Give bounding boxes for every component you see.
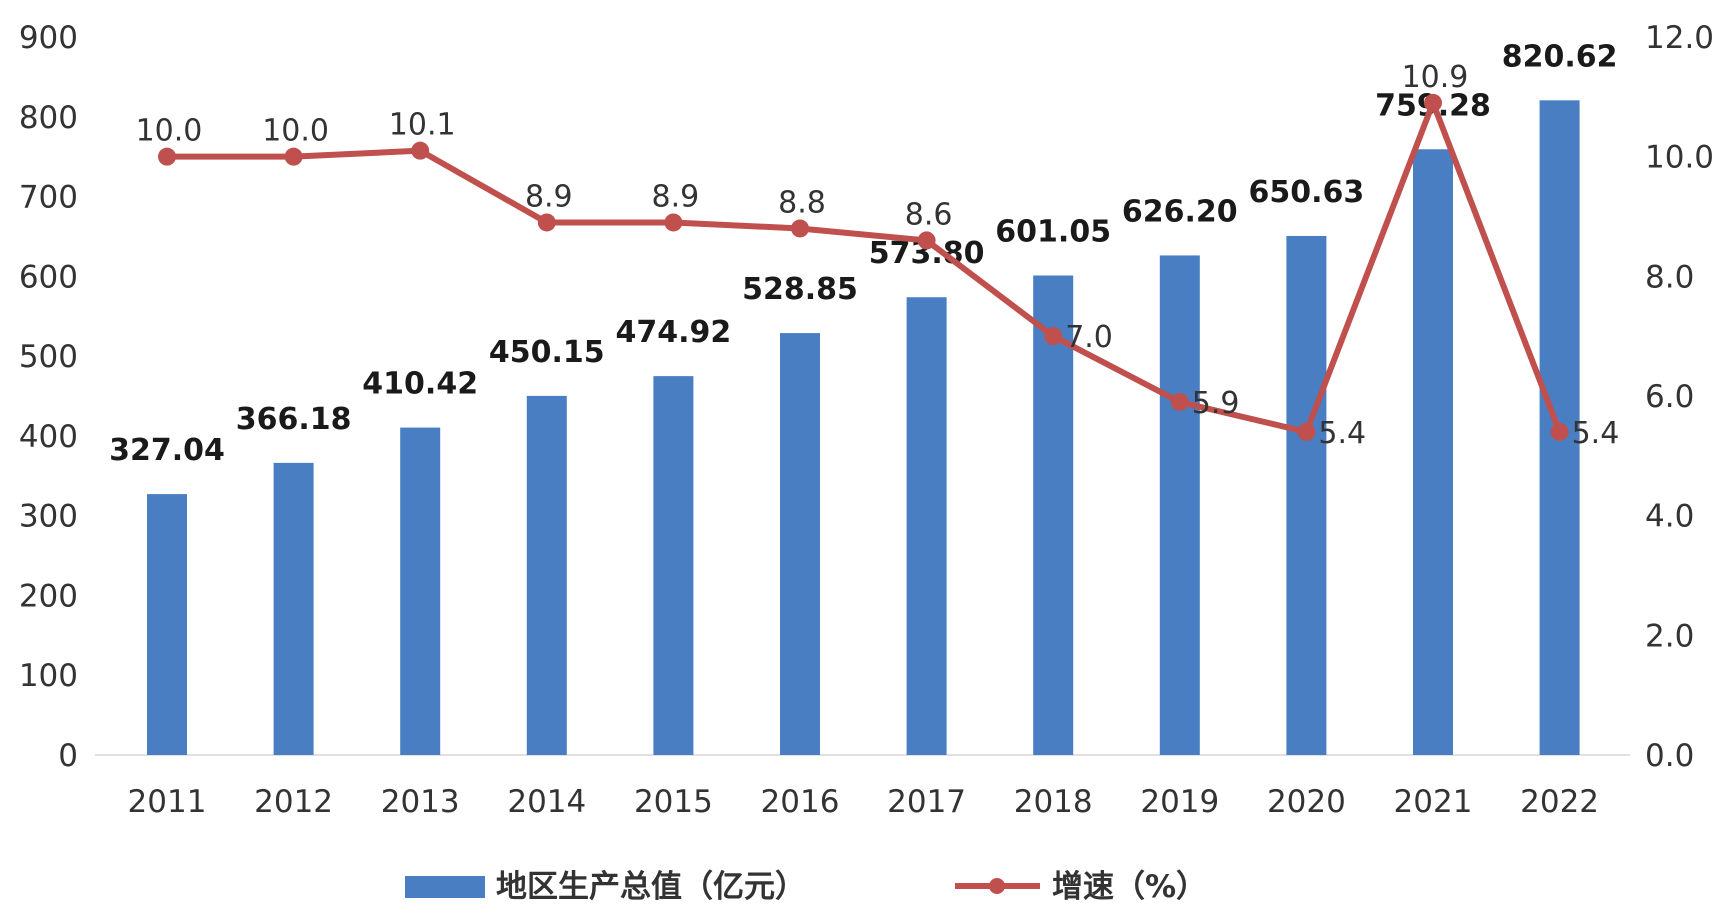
line-data-label: 5.4 xyxy=(1318,416,1366,451)
y-left-tick-label: 600 xyxy=(19,259,78,295)
y-left-tick-label: 200 xyxy=(19,578,78,614)
line-data-label: 10.1 xyxy=(389,108,456,143)
line-data-label: 10.0 xyxy=(262,114,329,149)
bar-data-label: 366.18 xyxy=(236,402,352,437)
y-right-tick-label: 8.0 xyxy=(1645,259,1694,295)
x-tick-label: 2019 xyxy=(1140,784,1219,820)
bar xyxy=(906,297,947,755)
legend: 地区生产总值（亿元） 增速（%） xyxy=(405,869,1207,905)
bar-labels-layer: 327.04366.18410.42450.15474.92528.85573.… xyxy=(109,39,1617,468)
line-data-label: 8.8 xyxy=(778,185,826,220)
line-data-label: 5.9 xyxy=(1192,386,1240,421)
bar-data-label: 474.92 xyxy=(616,315,732,350)
bar xyxy=(780,333,820,755)
growth-point xyxy=(1044,327,1063,346)
bar-data-label: 650.63 xyxy=(1249,175,1365,210)
growth-point xyxy=(537,213,556,232)
legend-item-growth: 增速（%） xyxy=(955,869,1207,905)
y-left-tick-label: 400 xyxy=(19,419,78,455)
legend-label-growth: 增速（%） xyxy=(1052,869,1207,905)
y-left-tick-label: 300 xyxy=(19,499,78,535)
line-data-label: 8.9 xyxy=(652,179,700,214)
x-tick-label: 2016 xyxy=(761,784,840,820)
bar-data-label: 450.15 xyxy=(489,335,605,370)
growth-point xyxy=(791,219,809,238)
bar-data-label: 820.62 xyxy=(1502,39,1618,74)
bar xyxy=(1413,149,1453,755)
line-data-label: 7.0 xyxy=(1065,320,1113,355)
line-data-label: 5.4 xyxy=(1572,416,1620,451)
growth-point xyxy=(158,147,176,166)
x-tick-label: 2017 xyxy=(887,784,966,820)
bar xyxy=(526,395,567,755)
line-data-label: 10.0 xyxy=(136,114,203,149)
y-left-tick-label: 100 xyxy=(19,658,78,694)
bar xyxy=(400,427,441,755)
growth-line xyxy=(167,99,1563,435)
growth-point xyxy=(664,213,683,232)
growth-point xyxy=(1550,422,1569,441)
legend-swatch-bar xyxy=(405,876,485,898)
growth-point xyxy=(1424,93,1442,112)
y-left-axis: 0 100 200 300 400 500 600 700 800 900 xyxy=(19,20,78,774)
y-right-tick-label: 4.0 xyxy=(1645,499,1694,535)
growth-point xyxy=(284,147,303,166)
growth-line-layer xyxy=(158,93,1569,441)
bar-data-label: 528.85 xyxy=(742,272,858,307)
bar-data-label: 626.20 xyxy=(1122,194,1238,229)
y-left-tick-label: 0 xyxy=(58,738,78,774)
x-tick-label: 2015 xyxy=(634,784,713,820)
legend-swatch-marker xyxy=(989,878,1005,894)
y-right-tick-label: 0.0 xyxy=(1645,738,1694,774)
legend-item-gdp: 地区生产总值（亿元） xyxy=(405,869,806,905)
growth-point xyxy=(411,141,430,160)
y-right-tick-label: 6.0 xyxy=(1645,379,1694,415)
growth-point xyxy=(917,231,936,250)
bar xyxy=(1159,255,1200,755)
x-tick-label: 2018 xyxy=(1014,784,1093,820)
y-right-tick-label: 10.0 xyxy=(1645,140,1714,176)
y-left-tick-label: 700 xyxy=(19,180,78,216)
y-right-tick-label: 12.0 xyxy=(1645,20,1714,56)
bar xyxy=(1033,275,1074,755)
x-tick-label: 2022 xyxy=(1520,784,1599,820)
line-data-label: 8.9 xyxy=(525,179,573,214)
line-data-label: 10.9 xyxy=(1402,60,1469,95)
bars-layer xyxy=(147,100,1580,756)
y-left-tick-label: 800 xyxy=(19,100,78,136)
y-right-tick-label: 2.0 xyxy=(1645,618,1694,654)
y-left-tick-label: 500 xyxy=(19,339,78,375)
x-tick-label: 2014 xyxy=(507,784,586,820)
growth-point xyxy=(1297,422,1316,441)
x-tick-label: 2021 xyxy=(1394,784,1473,820)
x-tick-label: 2013 xyxy=(381,784,460,820)
bar-data-label: 327.04 xyxy=(109,433,225,468)
x-axis: 2011 2012 2013 2014 2015 2016 2017 2018 2019 2020… xyxy=(128,784,1600,820)
x-tick-label: 2011 xyxy=(128,784,207,820)
y-left-tick-label: 900 xyxy=(19,20,78,56)
line-labels-layer: 10.0 10.0 10.1 8.9 8.9 8.8 8.6 7.0 5.9 5.4 10.9 5.4 xyxy=(136,60,1620,451)
y-right-axis: 0.0 2.0 4.0 6.0 8.0 10.0 12.0 xyxy=(1645,20,1714,774)
bar xyxy=(1286,235,1327,756)
legend-label-gdp: 地区生产总值（亿元） xyxy=(496,869,806,905)
bar xyxy=(653,376,694,755)
line-data-label: 8.6 xyxy=(905,197,953,232)
x-tick-label: 2020 xyxy=(1267,784,1346,820)
bar-data-label: 410.42 xyxy=(362,367,478,402)
bar xyxy=(273,462,314,755)
bar xyxy=(147,494,187,755)
x-tick-label: 2012 xyxy=(254,784,333,820)
bar-data-label: 601.05 xyxy=(995,214,1111,249)
growth-point xyxy=(1170,392,1189,411)
